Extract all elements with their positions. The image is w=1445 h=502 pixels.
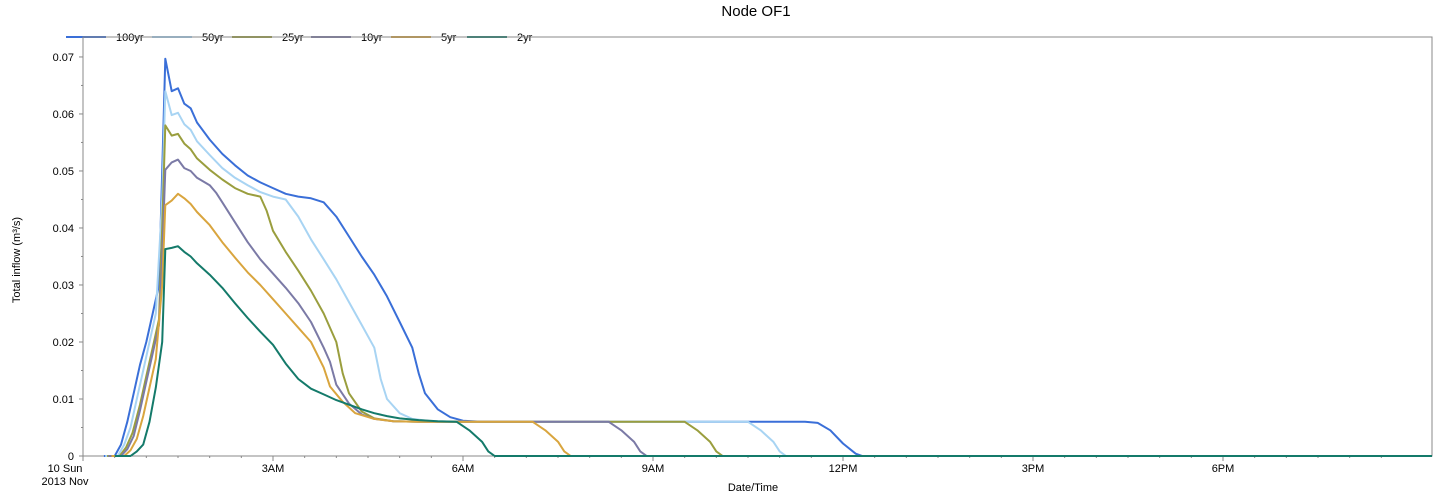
legend-label: 50yr (202, 32, 224, 44)
y-tick-label: 0.04 (53, 223, 74, 235)
y-tick-label: 0.03 (53, 280, 74, 292)
series-line-100yr (103, 57, 1432, 457)
x-tick-label: 6PM (1212, 463, 1235, 475)
y-axis: 0 0.01 0.02 0.03 0.04 0.05 0.06 0.07 (53, 52, 83, 463)
x-tick-label: 3PM (1022, 463, 1045, 475)
legend-label: 25yr (282, 32, 304, 44)
y-tick-label: 0.02 (53, 337, 74, 349)
series-line-25yr (107, 124, 1432, 457)
x-tick-label: 12PM (829, 463, 858, 475)
legend-label: 5yr (441, 32, 457, 44)
chart-title: Node OF1 (721, 3, 790, 20)
legend-label: 100yr (116, 32, 144, 44)
y-tick-label: 0 (68, 451, 74, 463)
series-line-10yr (108, 158, 1432, 457)
y-tick-label: 0.06 (53, 109, 74, 121)
legend: 100yr 50yr 25yr 10yr 5yr 2yr (66, 32, 533, 44)
series-line-5yr (111, 192, 1432, 457)
plot-area (82, 36, 1433, 457)
x-tick-label: 10 Sun (48, 463, 83, 475)
x-axis-label: Date/Time (728, 482, 778, 494)
y-tick-label: 0.01 (53, 394, 74, 406)
y-axis-label: Total inflow (m³/s) (11, 217, 23, 303)
series-line-50yr (105, 90, 1432, 457)
x-tick-label: 6AM (452, 463, 475, 475)
y-tick-label: 0.05 (53, 166, 74, 178)
legend-label: 2yr (517, 32, 533, 44)
y-tick-label: 0.07 (53, 52, 74, 64)
series-layer (103, 57, 1432, 457)
series-line-2yr (114, 245, 1432, 457)
legend-label: 10yr (361, 32, 383, 44)
x-tick-label: 3AM (262, 463, 285, 475)
x-tick-sublabel: 2013 Nov (41, 476, 89, 488)
x-tick-label: 9AM (642, 463, 665, 475)
